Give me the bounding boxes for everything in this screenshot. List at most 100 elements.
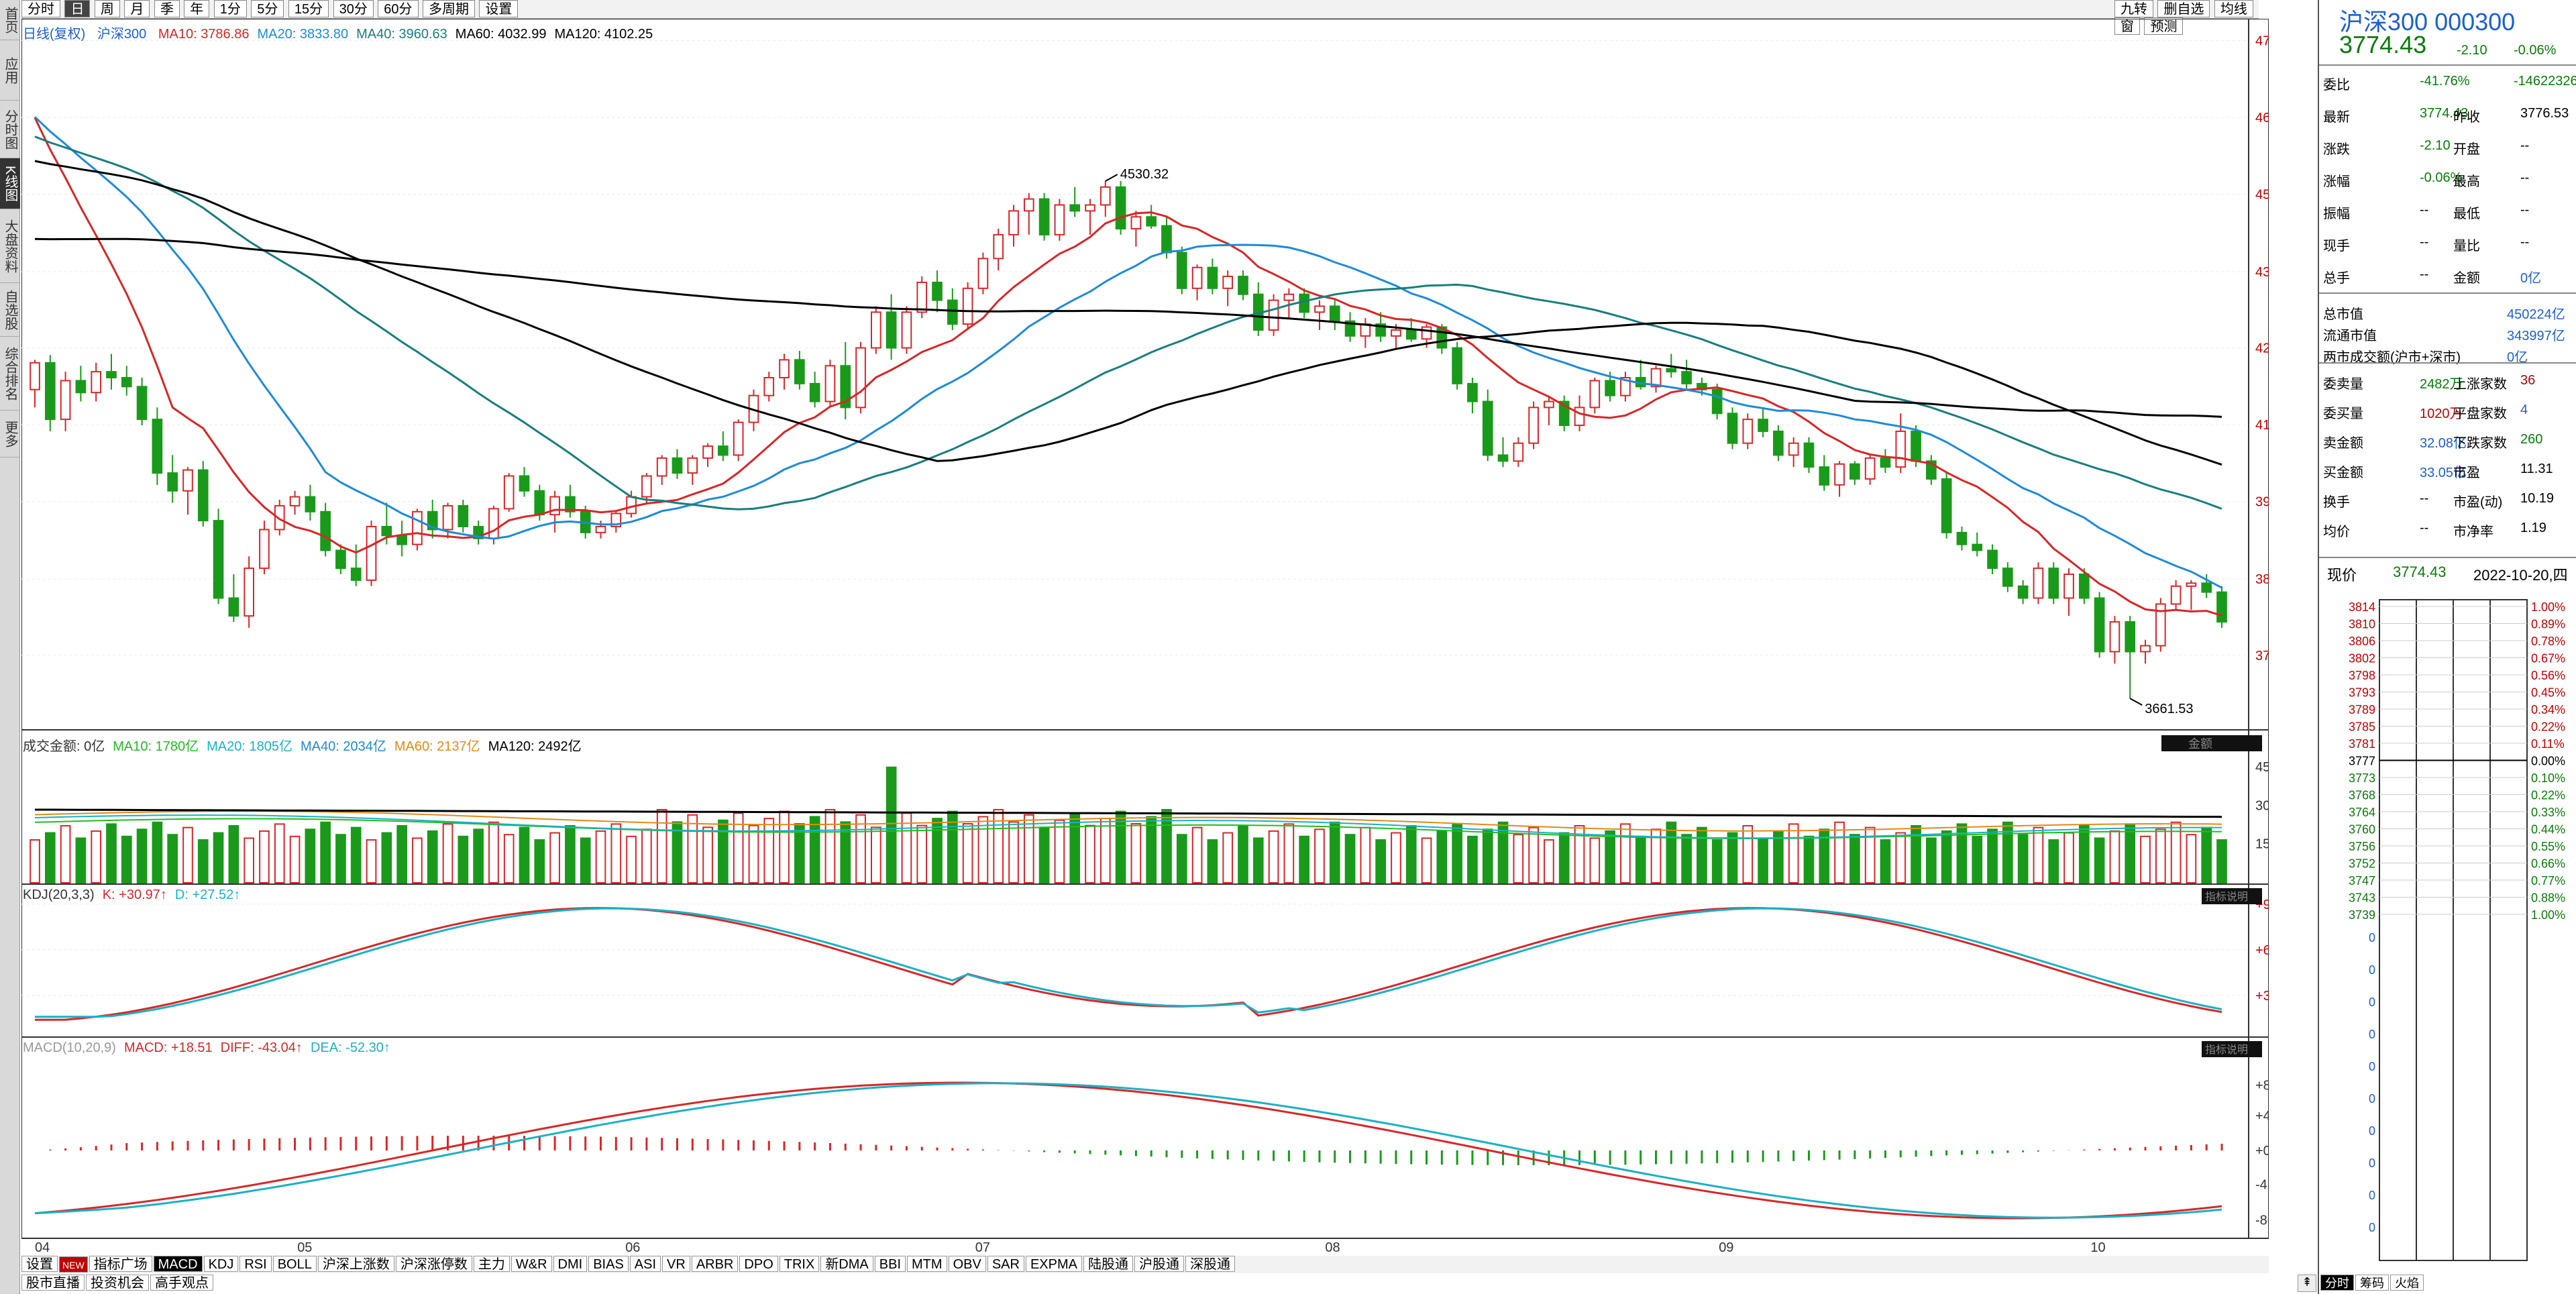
period-year[interactable]: 年: [184, 0, 210, 17]
indicator-tab-12[interactable]: BIAS: [588, 1256, 629, 1272]
indicator-tab-5[interactable]: RSI: [239, 1256, 272, 1272]
indicator-tab-20[interactable]: MTM: [907, 1256, 947, 1272]
indicator-tab-7[interactable]: 沪深上涨数: [317, 1256, 394, 1272]
intraday-left-tick-17: 3743: [2349, 892, 2375, 905]
candle-body: [197, 469, 209, 522]
indicator-tab-17[interactable]: TRIX: [779, 1256, 820, 1272]
intraday-left-tick-9: 3777: [2349, 755, 2375, 768]
tool-jiuzhuan[interactable]: 九转: [2114, 0, 2153, 17]
tool-forecast[interactable]: 预测: [2144, 17, 2184, 35]
candle-body: [519, 475, 530, 492]
quote-value: --: [2420, 521, 2429, 535]
indicator-tab-10[interactable]: W&R: [511, 1256, 552, 1272]
period-quarter[interactable]: 季: [154, 0, 180, 17]
volume-bar: [136, 828, 148, 883]
quote-row-c-5: 均价 -- 市净率 1.19: [2319, 513, 2576, 545]
indicator-tab-8[interactable]: 沪深涨停数: [395, 1256, 472, 1272]
candle-body: [1849, 463, 1860, 480]
sidebar-item-market-info[interactable]: 大盘资料: [0, 209, 20, 283]
quote-value-2: --: [2520, 235, 2530, 250]
sidebar-item-watchlist[interactable]: 自选股: [0, 283, 20, 337]
indicator-tab-14[interactable]: VR: [662, 1256, 690, 1272]
candle-body: [121, 377, 132, 388]
quote-row-b-2: 两市成交额(沪市+深市) 0亿: [2319, 338, 2576, 370]
chart-area[interactable]: 4766 4637 4508 4378 4250 4121 3992 3862 3734 4530…: [21, 19, 2269, 1253]
footer-tab-0[interactable]: 股市直播: [21, 1275, 85, 1291]
chart-svg[interactable]: 4766 4637 4508 4378 4250 4121 3992 3862 3734 4530…: [21, 19, 2269, 1253]
quote-value-2: 3776.53: [2520, 106, 2569, 121]
period-settings[interactable]: 设置: [479, 0, 519, 17]
period-5min[interactable]: 5分: [251, 0, 284, 17]
low-annotation: 3661.53: [2145, 702, 2193, 716]
quote-tab-1[interactable]: 筹码: [2355, 1275, 2389, 1291]
candle-body: [1803, 442, 1815, 468]
volume-bar: [1314, 828, 1325, 883]
period-1min[interactable]: 1分: [213, 0, 247, 17]
quote-tab-2[interactable]: 火焰: [2390, 1275, 2424, 1291]
intraday-chart[interactable]: 3814 1.00% 3810 0.89% 3806 0.78% 3802 0.67% 3798…: [2319, 593, 2576, 1264]
sidebar-item-timeshare[interactable]: 分时图: [0, 101, 20, 158]
period-30min[interactable]: 30分: [333, 0, 374, 17]
candle-body: [1956, 531, 1968, 545]
intraday-left-tick-11: 3768: [2349, 789, 2375, 802]
indicator-tab-9[interactable]: 主力: [473, 1256, 510, 1272]
sidebar-item-apps[interactable]: 应用: [0, 40, 20, 101]
period-timeshare[interactable]: 分时: [21, 0, 60, 17]
period-60min[interactable]: 60分: [378, 0, 419, 17]
indicator-tab-16[interactable]: DPO: [739, 1256, 778, 1272]
scroll-top-button[interactable]: ⇞: [2298, 1275, 2316, 1292]
kdj-legend: KDJ(20,3,3) K: +30.97↑ D: +27.52↑: [23, 887, 248, 903]
quote-tab-0[interactable]: 分时: [2320, 1275, 2354, 1291]
volume-bar: [152, 821, 163, 884]
sidebar-item-home[interactable]: 首页: [0, 0, 20, 40]
quote-change-pct: -0.06%: [2514, 43, 2557, 58]
indicator-tab-0[interactable]: 设置: [21, 1256, 58, 1272]
indicator-tab-22[interactable]: SAR: [987, 1256, 1024, 1272]
tool-window[interactable]: 窗: [2114, 17, 2140, 35]
indicator-tab-21[interactable]: OBV: [948, 1256, 986, 1272]
intraday-left-tick-10: 3773: [2349, 771, 2375, 785]
period-multi[interactable]: 多周期: [422, 0, 475, 17]
quote-change: -2.10: [2457, 43, 2487, 58]
indicator-tab-25[interactable]: 沪股通: [1134, 1256, 1184, 1272]
candle-body: [1773, 430, 1784, 456]
indicator-tab-23[interactable]: EXPMA: [1025, 1256, 1082, 1272]
indicator-tab-18[interactable]: 新DMA: [820, 1256, 873, 1272]
period-week[interactable]: 周: [94, 0, 120, 17]
indicator-tab-2[interactable]: 指标广场: [89, 1256, 152, 1272]
quote-value: --: [2420, 491, 2429, 506]
tool-ma[interactable]: 均线: [2214, 0, 2253, 17]
intraday-right-tick-7: 0.22%: [2531, 720, 2565, 734]
indicator-tab-6[interactable]: BOLL: [272, 1256, 317, 1272]
sidebar-item-ranking[interactable]: 综合排名: [0, 337, 20, 411]
x-tick-1: 05: [297, 1240, 312, 1253]
candle-body: [855, 347, 866, 409]
footer-tab-1[interactable]: 投资机会: [86, 1275, 149, 1291]
indicator-tab-3[interactable]: MACD: [153, 1256, 203, 1272]
candle-body: [824, 365, 836, 402]
indicator-tab-4[interactable]: KDJ: [203, 1256, 239, 1272]
high-annotation-line: [1105, 174, 1118, 182]
indicator-tab-24[interactable]: 陆股通: [1083, 1256, 1133, 1272]
period-month[interactable]: 月: [124, 0, 150, 17]
volume-bar: [962, 823, 973, 883]
left-sidebar: 首页 应用 分时图 K线图 大盘资料 自选股 综合排名 更多: [0, 0, 20, 1294]
period-day[interactable]: 日: [64, 0, 91, 17]
price-legend: 日线(复权) 沪深300 MA10: 3786.86 MA20: 3833.80 M…: [23, 23, 669, 42]
period-15min[interactable]: 15分: [288, 0, 329, 17]
indicator-tab-11[interactable]: DMI: [553, 1256, 588, 1272]
indicator-tab-1[interactable]: NEW: [59, 1256, 88, 1273]
volume-bar: [1574, 825, 1585, 884]
indicator-tab-13[interactable]: ASI: [629, 1256, 661, 1272]
candle-body: [1329, 305, 1340, 322]
quote-panel: 沪深300 000300 3774.43 -2.10 -0.06% 委比 -41.…: [2318, 0, 2576, 1294]
footer-tab-2[interactable]: 高手观点: [150, 1275, 213, 1291]
tool-remove-watch[interactable]: 删自选: [2157, 0, 2210, 17]
indicator-tab-26[interactable]: 深股通: [1185, 1256, 1235, 1272]
sidebar-item-kline[interactable]: K线图: [0, 158, 20, 209]
indicator-tab-19[interactable]: BBI: [874, 1256, 906, 1272]
quote-label-2: 最低: [2453, 207, 2480, 221]
sidebar-item-more[interactable]: 更多: [0, 411, 20, 457]
indicator-tab-15[interactable]: ARBR: [691, 1256, 739, 1272]
candle-body: [1161, 225, 1172, 254]
